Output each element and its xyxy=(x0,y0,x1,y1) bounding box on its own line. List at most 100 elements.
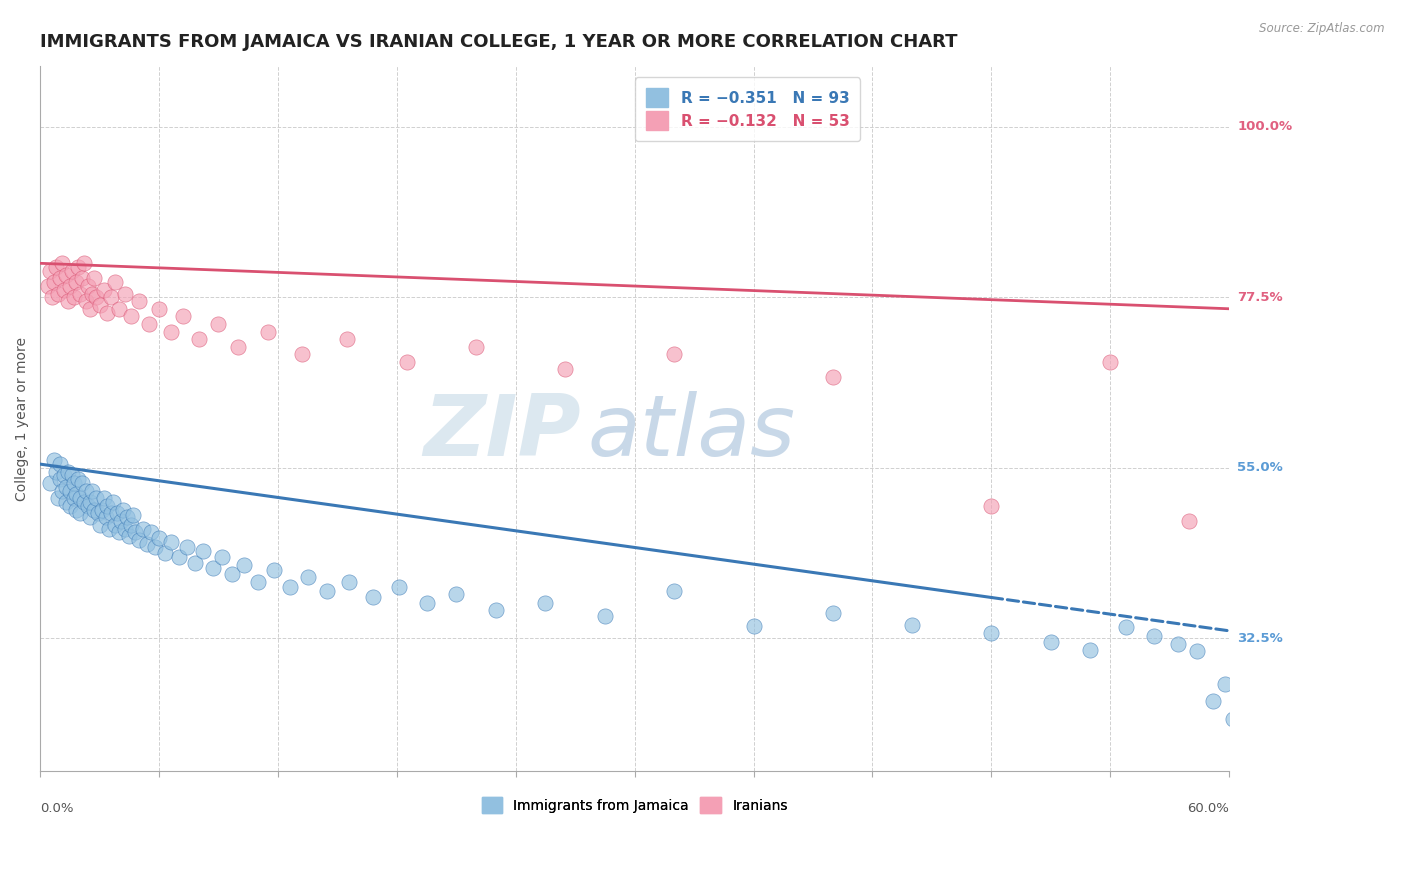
Point xyxy=(103,495,125,509)
Point xyxy=(415,596,437,610)
Point xyxy=(108,525,131,540)
Point xyxy=(110,514,132,528)
Text: 0.0%: 0.0% xyxy=(41,802,73,814)
Point xyxy=(41,290,63,304)
Point xyxy=(96,499,118,513)
Point xyxy=(233,558,256,572)
Point xyxy=(73,495,96,509)
Point xyxy=(100,507,122,521)
Point xyxy=(42,453,65,467)
Point xyxy=(45,465,67,479)
Point xyxy=(1039,635,1062,649)
Point xyxy=(226,340,249,354)
Point xyxy=(76,499,98,513)
Point xyxy=(105,507,128,521)
Point xyxy=(337,574,360,589)
Text: 60.0%: 60.0% xyxy=(1187,802,1229,814)
Point xyxy=(1115,620,1137,634)
Point xyxy=(49,472,72,486)
Point xyxy=(1167,637,1189,651)
Point xyxy=(1143,629,1166,643)
Point xyxy=(80,483,103,498)
Point xyxy=(138,317,160,331)
Point xyxy=(247,574,270,589)
Point xyxy=(93,283,115,297)
Point xyxy=(980,499,1002,513)
Point xyxy=(93,491,115,506)
Point xyxy=(1222,713,1244,727)
Point xyxy=(187,332,209,346)
Text: atlas: atlas xyxy=(588,392,794,475)
Point xyxy=(62,476,84,491)
Point xyxy=(79,495,101,509)
Point xyxy=(160,325,183,339)
Point xyxy=(59,483,82,498)
Point xyxy=(98,522,121,536)
Point xyxy=(211,550,233,565)
Point xyxy=(66,472,89,486)
Point xyxy=(62,290,84,304)
Point xyxy=(1187,644,1209,658)
Point xyxy=(278,580,301,594)
Point xyxy=(128,294,150,309)
Point xyxy=(66,260,89,274)
Point xyxy=(148,531,170,545)
Point xyxy=(118,529,141,543)
Point xyxy=(56,294,79,309)
Point xyxy=(821,370,844,384)
Point xyxy=(593,608,616,623)
Point xyxy=(297,570,319,584)
Point xyxy=(316,583,339,598)
Point xyxy=(122,508,145,522)
Point xyxy=(90,502,112,516)
Point xyxy=(46,491,69,506)
Text: Source: ZipAtlas.com: Source: ZipAtlas.com xyxy=(1260,22,1385,36)
Point xyxy=(148,301,170,316)
Point xyxy=(901,617,924,632)
Point xyxy=(120,517,142,532)
Point xyxy=(79,510,101,524)
Point xyxy=(485,602,508,616)
Point xyxy=(60,468,83,483)
Point xyxy=(96,305,118,319)
Point xyxy=(65,275,87,289)
Point xyxy=(114,522,136,536)
Point xyxy=(534,596,557,610)
Point xyxy=(1099,355,1122,369)
Point xyxy=(221,566,243,581)
Legend: Immigrants from Jamaica, Iranians: Immigrants from Jamaica, Iranians xyxy=(475,789,794,821)
Point xyxy=(207,317,229,331)
Point xyxy=(742,618,765,632)
Point xyxy=(75,294,97,309)
Point xyxy=(465,340,488,354)
Point xyxy=(120,310,142,324)
Point xyxy=(80,286,103,301)
Point xyxy=(143,541,166,555)
Point xyxy=(52,468,75,483)
Point xyxy=(55,480,77,494)
Point xyxy=(60,264,83,278)
Point xyxy=(124,525,146,540)
Point xyxy=(49,457,72,471)
Point xyxy=(86,507,108,521)
Point xyxy=(1202,694,1225,708)
Point xyxy=(39,476,62,491)
Y-axis label: College, 1 year or more: College, 1 year or more xyxy=(15,336,30,500)
Point xyxy=(76,279,98,293)
Point xyxy=(160,535,183,549)
Point xyxy=(263,563,285,577)
Point xyxy=(73,256,96,270)
Point xyxy=(51,483,73,498)
Point xyxy=(1178,514,1201,528)
Point xyxy=(42,275,65,289)
Point xyxy=(62,491,84,506)
Point xyxy=(388,580,411,594)
Point xyxy=(55,495,77,509)
Text: 100.0%: 100.0% xyxy=(1237,120,1292,134)
Point xyxy=(89,298,111,312)
Point xyxy=(108,301,131,316)
Point xyxy=(980,626,1002,640)
Point xyxy=(664,583,686,598)
Point xyxy=(70,271,93,285)
Point xyxy=(554,362,576,376)
